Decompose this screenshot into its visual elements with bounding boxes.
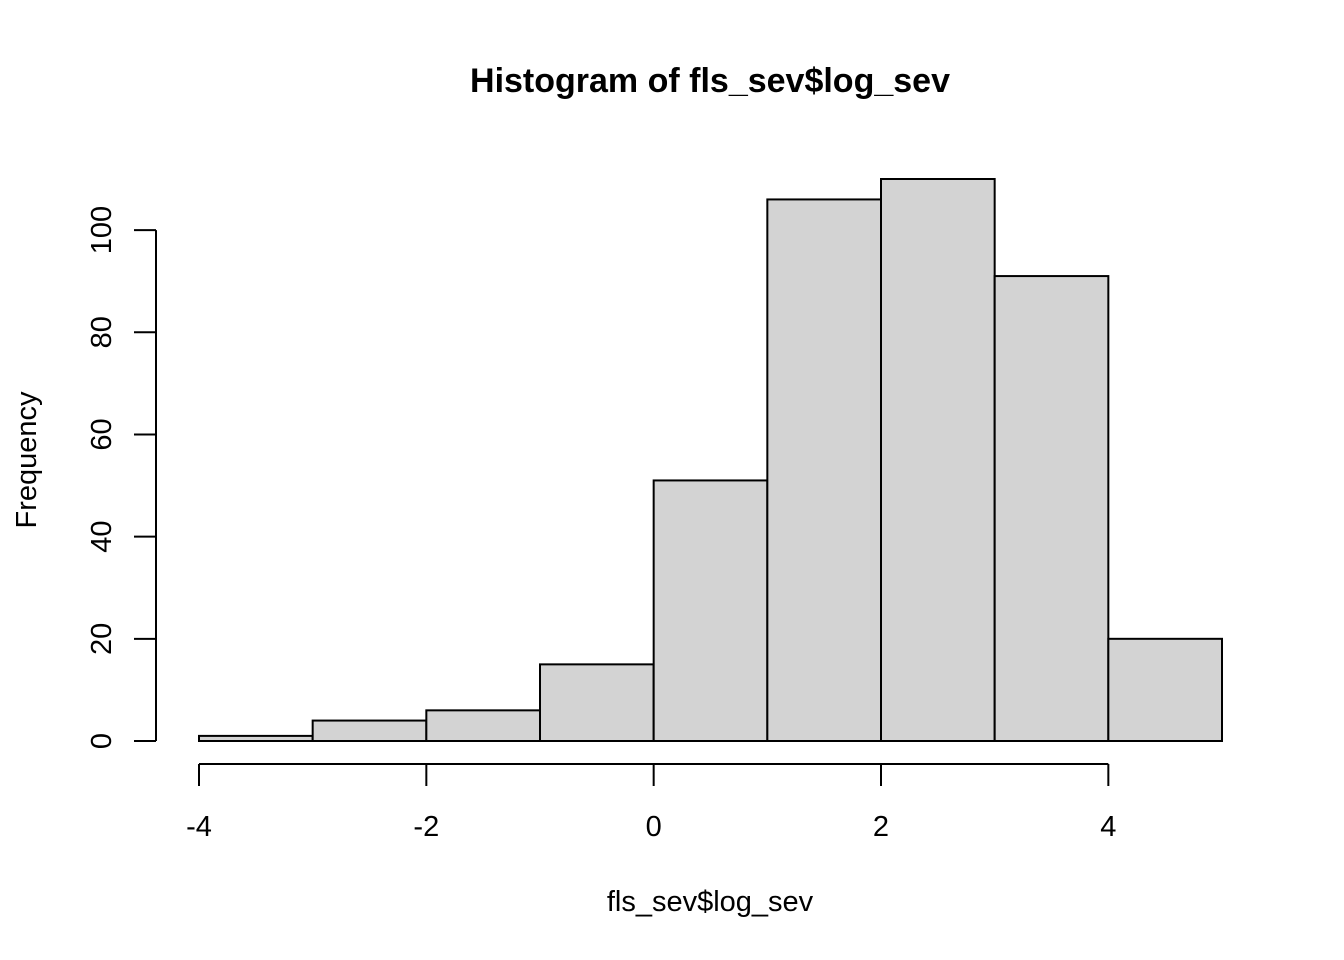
histogram-bar-3 xyxy=(539,663,655,743)
y-axis-label: Frequency xyxy=(11,391,43,529)
histogram-bar-2 xyxy=(425,709,542,743)
y-tick-label-5: 100 xyxy=(86,206,118,254)
histogram-bar-7 xyxy=(993,275,1110,742)
y-axis: 0 20 40 60 80 100 xyxy=(86,206,157,749)
x-axis-label: fls_sev$log_sev xyxy=(607,886,814,918)
histogram-bar-0 xyxy=(198,734,314,743)
y-tick-label-0: 0 xyxy=(86,733,118,749)
histogram-bar-5 xyxy=(766,198,882,743)
x-axis: -4 -2 0 2 4 xyxy=(186,763,1116,843)
x-tick-label-0: -4 xyxy=(186,811,212,843)
y-tick-label-3: 60 xyxy=(86,418,118,450)
chart-title: Histogram of fls_sev$log_sev xyxy=(470,62,950,100)
x-tick-label-2: 0 xyxy=(646,811,662,843)
y-tick-label-2: 40 xyxy=(86,521,118,553)
y-tick-label-1: 20 xyxy=(86,623,118,655)
histogram-bar-4 xyxy=(652,479,769,742)
x-tick-label-4: 4 xyxy=(1100,811,1116,843)
histogram-bars xyxy=(198,178,1224,743)
histogram-bar-6 xyxy=(880,178,996,742)
x-tick-label-3: 2 xyxy=(873,811,889,843)
x-tick-label-1: -2 xyxy=(413,811,439,843)
histogram-bar-1 xyxy=(311,719,428,743)
histogram-bar-8 xyxy=(1107,637,1224,742)
y-tick-label-4: 80 xyxy=(86,316,118,348)
